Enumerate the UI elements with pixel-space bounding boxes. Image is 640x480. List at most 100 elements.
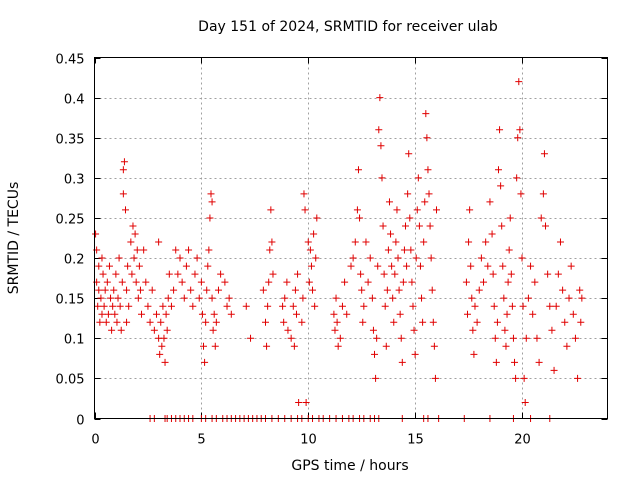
data-point — [364, 278, 372, 286]
data-point — [135, 262, 143, 270]
data-point — [403, 262, 411, 270]
data-point — [537, 214, 545, 222]
data-point — [505, 246, 513, 254]
y-tick-label: 0.25 — [56, 213, 85, 228]
data-point — [422, 110, 430, 118]
data-point — [516, 126, 524, 134]
data-point — [330, 310, 338, 318]
y-tick-label: 0.05 — [56, 373, 85, 388]
data-point — [121, 206, 129, 214]
data-point — [373, 334, 381, 342]
data-point — [418, 294, 426, 302]
data-point — [412, 254, 420, 262]
data-point — [167, 302, 175, 310]
data-point — [520, 374, 528, 382]
data-point — [378, 174, 386, 182]
data-point — [208, 198, 216, 206]
data-point — [507, 270, 515, 278]
data-point — [300, 190, 308, 198]
data-points — [92, 78, 586, 422]
data-point — [390, 318, 398, 326]
data-point — [202, 318, 210, 326]
data-point — [174, 270, 182, 278]
data-point — [395, 286, 403, 294]
data-point — [514, 134, 522, 142]
data-point — [197, 278, 205, 286]
data-point — [552, 302, 560, 310]
data-point — [309, 286, 317, 294]
data-point — [498, 222, 506, 230]
data-point — [182, 262, 190, 270]
data-point — [301, 206, 309, 214]
data-point — [469, 326, 477, 334]
data-point — [180, 294, 188, 302]
data-point — [462, 278, 470, 286]
data-point — [338, 302, 346, 310]
data-point — [279, 302, 287, 310]
data-point — [295, 398, 303, 406]
data-point — [531, 278, 539, 286]
data-point — [563, 342, 571, 350]
data-point — [388, 262, 396, 270]
data-point — [463, 310, 471, 318]
data-point — [269, 270, 277, 278]
data-point — [500, 294, 508, 302]
data-point — [375, 126, 383, 134]
data-point — [408, 278, 416, 286]
data-point — [124, 262, 132, 270]
data-point — [116, 302, 124, 310]
data-point — [292, 310, 300, 318]
data-point — [414, 174, 422, 182]
data-point — [201, 358, 209, 366]
data-point — [493, 318, 501, 326]
data-point — [203, 286, 211, 294]
data-point — [134, 294, 142, 302]
data-point — [130, 254, 138, 262]
data-point — [501, 326, 509, 334]
data-point — [524, 294, 532, 302]
data-point — [198, 310, 206, 318]
x-tick-label: 0 — [91, 433, 99, 448]
data-point — [162, 310, 170, 318]
data-point — [544, 270, 552, 278]
data-point — [97, 294, 105, 302]
data-point — [210, 310, 218, 318]
data-point — [379, 222, 387, 230]
data-point — [291, 286, 299, 294]
data-point — [144, 302, 152, 310]
data-point — [125, 302, 133, 310]
data-point — [158, 342, 166, 350]
data-point — [467, 262, 475, 270]
data-point — [227, 310, 235, 318]
data-point — [265, 278, 273, 286]
data-point — [157, 318, 165, 326]
data-point — [499, 262, 507, 270]
data-point — [247, 334, 255, 342]
data-point — [306, 246, 314, 254]
data-point — [138, 310, 146, 318]
data-point — [119, 166, 127, 174]
data-point — [313, 214, 321, 222]
data-point — [480, 278, 488, 286]
data-point — [152, 310, 160, 318]
data-point — [577, 318, 585, 326]
data-point — [571, 334, 579, 342]
y-tick-label: 0.3 — [64, 173, 85, 188]
data-point — [409, 302, 417, 310]
grid-layer — [94, 57, 608, 419]
data-point — [380, 270, 388, 278]
data-point — [128, 270, 136, 278]
data-point — [187, 286, 195, 294]
data-point — [574, 374, 582, 382]
data-point — [389, 294, 397, 302]
data-point — [522, 334, 530, 342]
data-point — [131, 230, 139, 238]
data-point — [290, 342, 298, 350]
data-point — [105, 262, 113, 270]
data-point — [466, 206, 474, 214]
data-point — [142, 278, 150, 286]
data-point — [123, 286, 131, 294]
data-point — [377, 142, 385, 150]
data-point — [385, 198, 393, 206]
data-point — [163, 326, 171, 334]
